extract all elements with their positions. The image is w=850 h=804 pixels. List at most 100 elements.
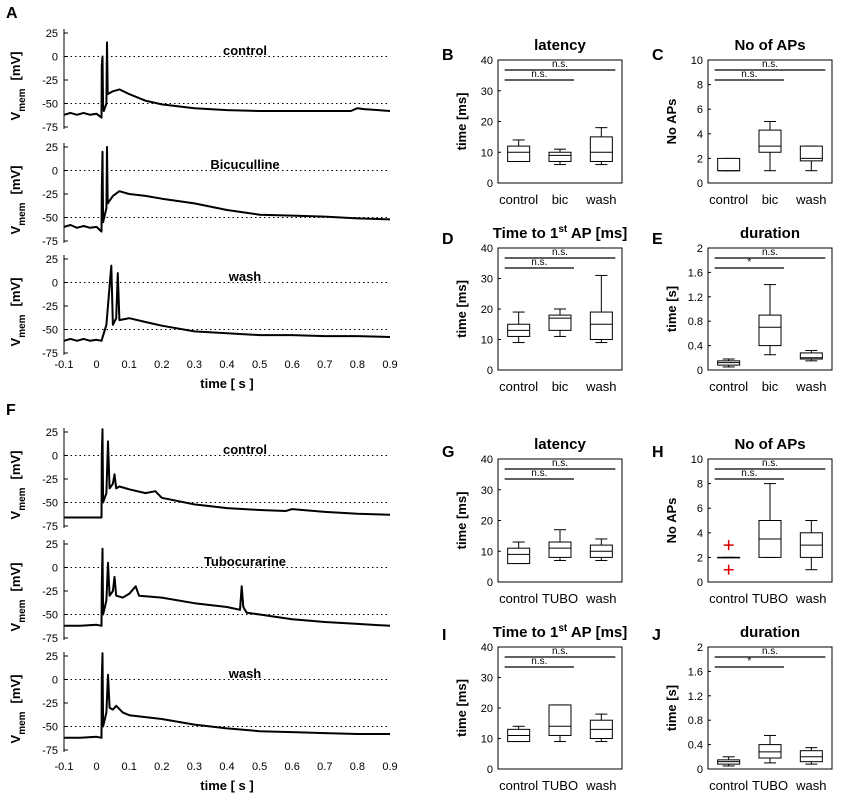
y-tick-label: 0.8: [688, 715, 703, 727]
y-tick-label: 0: [52, 451, 58, 463]
x-tick-label: 0.3: [187, 359, 202, 371]
membrane-trace: [64, 547, 391, 627]
y-tick-label: 0: [487, 577, 493, 589]
y-tick-label: 1.2: [688, 292, 703, 304]
significance-label: n.s.: [762, 646, 778, 657]
y-axis-label: Vmem [mV]: [8, 52, 28, 121]
y-tick-label: 30: [481, 673, 493, 685]
box-2: [589, 274, 613, 344]
box-iqr: [717, 157, 741, 172]
y-tick-label: 1.6: [688, 267, 703, 279]
category-label: bic: [762, 192, 779, 207]
y-tick-label: 25: [46, 28, 58, 40]
chart-title: No of APs: [734, 37, 805, 54]
y-tick-label: 30: [481, 86, 493, 98]
y-label-v: V: [8, 225, 23, 234]
y-tick-label: 10: [691, 454, 703, 466]
trace-A-0: 25 0 -25 -50 -75 Vmem [mV] control: [8, 28, 391, 134]
significance-label: n.s.: [762, 247, 778, 258]
y-tick-label: -25: [42, 698, 58, 710]
category-label: wash: [585, 591, 616, 606]
y-label-sub: mem: [17, 711, 28, 734]
box-0: [717, 358, 741, 368]
panel-letter-H: H: [652, 444, 664, 461]
x-tick-label: 0.6: [285, 359, 300, 371]
category-label: wash: [795, 778, 826, 793]
box-iqr: [758, 744, 782, 759]
box-iqr: [758, 314, 782, 347]
y-tick-label: -50: [42, 325, 58, 337]
significance-label: n.s.: [762, 59, 778, 70]
box-iqr: [548, 541, 572, 558]
trace-F-0: 25 0 -25 -50 -75 Vmem [mV] control: [8, 427, 391, 533]
y-label-unit: [mV]: [8, 278, 23, 307]
y-tick-label: 0.4: [688, 740, 703, 752]
trace-F-1: 25 0 -25 -50 -75 Vmem [mV] Tubocurarine: [8, 539, 391, 645]
y-axis-label: time [s]: [664, 685, 679, 731]
trace-label: wash: [228, 269, 262, 284]
y-label-unit: [mV]: [8, 52, 23, 81]
y-axis-label: Vmem [mV]: [8, 166, 28, 235]
category-label: wash: [585, 379, 616, 394]
significance-label: n.s.: [531, 468, 547, 479]
y-tick-label: 2: [697, 642, 703, 654]
title-main: Time to 1: [493, 225, 559, 242]
category-label: wash: [795, 591, 826, 606]
trace-label: Tubocurarine: [204, 554, 286, 569]
membrane-trace: [63, 264, 391, 342]
x-tick-label: 0: [94, 761, 100, 773]
category-label: control: [499, 379, 538, 394]
y-tick-label: 1.6: [688, 666, 703, 678]
y-axis-label: time [s]: [664, 286, 679, 332]
y-tick-label: 0: [697, 365, 703, 377]
y-tick-label: 25: [46, 651, 58, 663]
y-axis-label: Vmem [mV]: [8, 278, 28, 347]
y-axis-label: Vmem [mV]: [8, 451, 28, 520]
plot-frame: [707, 458, 833, 583]
trace-label: wash: [228, 666, 262, 681]
y-tick-label: 0: [52, 278, 58, 290]
y-tick-label: 20: [481, 703, 493, 715]
y-label-unit: [mV]: [8, 675, 23, 704]
x-tick-label: 0.9: [382, 359, 397, 371]
trace-label: Bicuculline: [210, 157, 279, 172]
y-tick-label: 40: [481, 243, 493, 255]
chart-title: duration: [740, 225, 800, 242]
y-tick-label: 2: [697, 552, 703, 564]
category-label: control: [499, 778, 538, 793]
x-axis-label: time [ s ]: [200, 376, 253, 391]
title-sup: st: [558, 224, 568, 235]
x-tick-label: 0.2: [154, 761, 169, 773]
title-main: latency: [534, 37, 586, 54]
y-axis-label: No APs: [664, 99, 679, 145]
boxplot-panel-B: B 0 10 20 30 40 time [ms] latency control bic wash…: [442, 37, 623, 207]
y-tick-label: 20: [481, 117, 493, 129]
box-iqr: [589, 311, 613, 340]
y-tick-label: -50: [42, 213, 58, 225]
significance-label: n.s.: [552, 59, 568, 70]
plot-frame: [707, 59, 833, 184]
box-1: [758, 284, 782, 356]
y-tick-label: 40: [481, 642, 493, 654]
y-tick-label: -50: [42, 722, 58, 734]
boxplot-panel-I: I 0 10 20 30 40 time [ms] Time to 1st AP [ms] co…: [442, 623, 627, 793]
box-0: [717, 556, 741, 559]
panel-letter-F: F: [6, 402, 16, 419]
significance-label: n.s.: [741, 468, 757, 479]
chart-title: No of APs: [734, 436, 805, 453]
panel-letter-G: G: [442, 444, 454, 461]
y-tick-label: 0: [697, 178, 703, 190]
y-tick-label: -25: [42, 189, 58, 201]
outlier-marker: [723, 564, 734, 575]
y-tick-label: 1.2: [688, 691, 703, 703]
category-label: wash: [585, 778, 616, 793]
box-0: [507, 139, 531, 162]
boxplot-panel-H: H 0 2 4 6 8 10 No APs No of APs control TUBO wash n.…: [652, 436, 833, 606]
y-tick-label: 10: [481, 734, 493, 746]
y-tick-label: 25: [46, 427, 58, 439]
chart-title: latency: [534, 436, 586, 453]
boxplot-panel-J: J 0 0.4 0.8 1.2 1.6 2 time [s] duration control TU…: [652, 624, 833, 793]
category-label: wash: [795, 192, 826, 207]
chart-title: latency: [534, 37, 586, 54]
category-label: TUBO: [752, 591, 788, 606]
